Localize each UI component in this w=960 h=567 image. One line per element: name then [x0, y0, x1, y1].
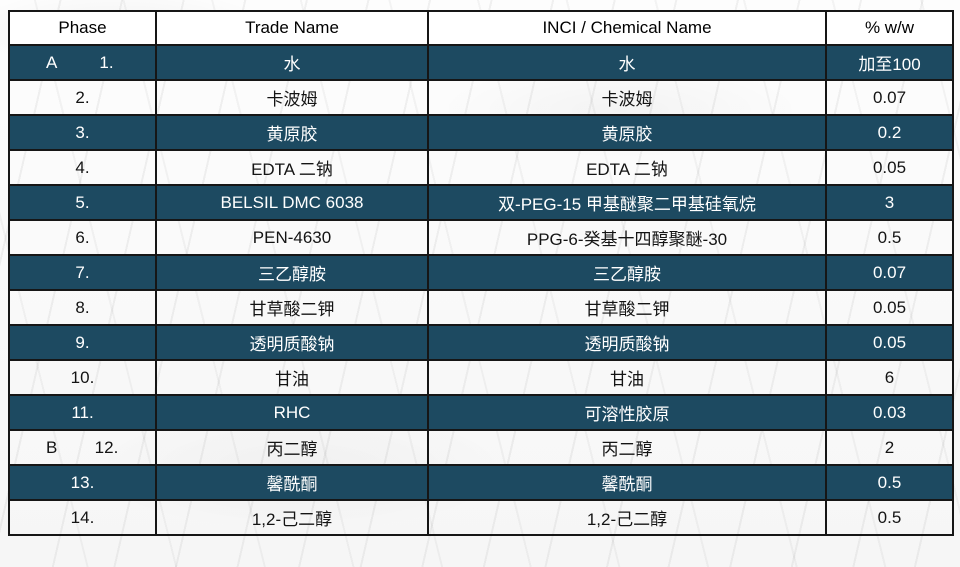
row-number: 14.: [70, 507, 95, 527]
inci-name-cell: 可溶性胶原: [427, 394, 827, 431]
table-row: B 12. 丙二醇 丙二醇 2: [8, 429, 954, 466]
inci-name-cell: 透明质酸钠: [427, 324, 827, 361]
percent-cell: 3: [825, 184, 954, 221]
inci-name-cell: PPG-6-癸基十四醇聚醚-30: [427, 219, 827, 256]
table-row: A 1. 水 水 加至100: [8, 44, 954, 81]
table-row: 10. 甘油 甘油 6: [8, 359, 954, 396]
phase-cell: 14.: [8, 499, 157, 536]
inci-name-cell: 三乙醇胺: [427, 254, 827, 291]
row-number: 7.: [75, 262, 90, 282]
col-header-percent: % w/w: [825, 10, 954, 46]
trade-name-cell: 黄原胶: [155, 114, 429, 151]
inci-name-cell: 黄原胶: [427, 114, 827, 151]
trade-name-cell: 甘草酸二钾: [155, 289, 429, 326]
trade-name-cell: RHC: [155, 394, 429, 431]
inci-name-cell: 丙二醇: [427, 429, 827, 466]
trade-name-cell: EDTA 二钠: [155, 149, 429, 186]
trade-name-cell: 卡波姆: [155, 79, 429, 116]
percent-cell: 0.05: [825, 289, 954, 326]
row-number: 12.: [94, 437, 119, 457]
phase-cell: 9.: [8, 324, 157, 361]
table-row: 3. 黄原胶 黄原胶 0.2: [8, 114, 954, 151]
phase-cell: 8.: [8, 289, 157, 326]
trade-name-cell: 1,2-己二醇: [155, 499, 429, 536]
header-row: Phase Trade Name INCI / Chemical Name % …: [8, 10, 954, 46]
row-number: 5.: [75, 192, 90, 212]
phase-cell: 6.: [8, 219, 157, 256]
row-number: 4.: [75, 157, 90, 177]
phase-cell: 4.: [8, 149, 157, 186]
inci-name-cell: 1,2-己二醇: [427, 499, 827, 536]
row-number: 8.: [75, 297, 90, 317]
table-row: 2. 卡波姆 卡波姆 0.07: [8, 79, 954, 116]
row-number: 9.: [75, 332, 90, 352]
table-row: 8. 甘草酸二钾 甘草酸二钾 0.05: [8, 289, 954, 326]
trade-name-cell: BELSIL DMC 6038: [155, 184, 429, 221]
trade-name-cell: 透明质酸钠: [155, 324, 429, 361]
percent-cell: 0.5: [825, 499, 954, 536]
table-row: 4. EDTA 二钠 EDTA 二钠 0.05: [8, 149, 954, 186]
col-header-trade: Trade Name: [155, 10, 429, 46]
percent-cell: 0.2: [825, 114, 954, 151]
trade-name-cell: 馨酰酮: [155, 464, 429, 501]
row-number: 10.: [70, 367, 95, 387]
table-row: 14. 1,2-己二醇 1,2-己二醇 0.5: [8, 499, 954, 536]
phase-cell: 11.: [8, 394, 157, 431]
trade-name-cell: PEN-4630: [155, 219, 429, 256]
table-row: 11. RHC 可溶性胶原 0.03: [8, 394, 954, 431]
row-number: 13.: [70, 472, 95, 492]
table-row: 7. 三乙醇胺 三乙醇胺 0.07: [8, 254, 954, 291]
phase-cell: 2.: [8, 79, 157, 116]
row-number: 1.: [99, 52, 114, 72]
phase-letter: B: [46, 437, 58, 457]
inci-name-cell: 甘草酸二钾: [427, 289, 827, 326]
phase-cell: 3.: [8, 114, 157, 151]
col-header-inci: INCI / Chemical Name: [427, 10, 827, 46]
phase-cell: 5.: [8, 184, 157, 221]
inci-name-cell: 卡波姆: [427, 79, 827, 116]
row-number: 3.: [75, 122, 90, 142]
inci-name-cell: 甘油: [427, 359, 827, 396]
phase-cell: B 12.: [8, 429, 157, 466]
percent-cell: 0.07: [825, 79, 954, 116]
percent-cell: 0.03: [825, 394, 954, 431]
percent-cell: 6: [825, 359, 954, 396]
table-row: 9. 透明质酸钠 透明质酸钠 0.05: [8, 324, 954, 361]
inci-name-cell: 馨酰酮: [427, 464, 827, 501]
inci-name-cell: 双-PEG-15 甲基醚聚二甲基硅氧烷: [427, 184, 827, 221]
col-header-phase: Phase: [8, 10, 157, 46]
formulation-table: Phase Trade Name INCI / Chemical Name % …: [8, 10, 954, 536]
percent-cell: 0.07: [825, 254, 954, 291]
percent-cell: 0.5: [825, 219, 954, 256]
phase-letter: A: [46, 52, 58, 72]
phase-cell: 13.: [8, 464, 157, 501]
table-row: 13. 馨酰酮 馨酰酮 0.5: [8, 464, 954, 501]
row-number: 2.: [75, 87, 90, 107]
row-number: 11.: [71, 402, 94, 422]
table-body: A 1. 水 水 加至100 2. 卡波姆 卡波姆 0.07 3. 黄原胶 黄原…: [8, 44, 954, 536]
percent-cell: 2: [825, 429, 954, 466]
trade-name-cell: 丙二醇: [155, 429, 429, 466]
table-row: 6. PEN-4630 PPG-6-癸基十四醇聚醚-30 0.5: [8, 219, 954, 256]
percent-cell: 0.5: [825, 464, 954, 501]
trade-name-cell: 甘油: [155, 359, 429, 396]
row-number: 6.: [75, 227, 90, 247]
percent-cell: 加至100: [825, 44, 954, 81]
trade-name-cell: 水: [155, 44, 429, 81]
inci-name-cell: 水: [427, 44, 827, 81]
percent-cell: 0.05: [825, 324, 954, 361]
percent-cell: 0.05: [825, 149, 954, 186]
trade-name-cell: 三乙醇胺: [155, 254, 429, 291]
phase-cell: A 1.: [8, 44, 157, 81]
phase-cell: 7.: [8, 254, 157, 291]
inci-name-cell: EDTA 二钠: [427, 149, 827, 186]
phase-cell: 10.: [8, 359, 157, 396]
table-row: 5. BELSIL DMC 6038 双-PEG-15 甲基醚聚二甲基硅氧烷 3: [8, 184, 954, 221]
